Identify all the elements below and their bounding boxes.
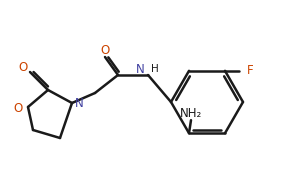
- Text: F: F: [247, 64, 254, 77]
- Text: O: O: [100, 43, 110, 57]
- Text: N: N: [136, 62, 145, 76]
- Text: O: O: [19, 61, 28, 74]
- Text: O: O: [14, 101, 23, 115]
- Text: NH₂: NH₂: [180, 107, 202, 120]
- Text: H: H: [151, 64, 159, 74]
- Text: N: N: [75, 96, 84, 110]
